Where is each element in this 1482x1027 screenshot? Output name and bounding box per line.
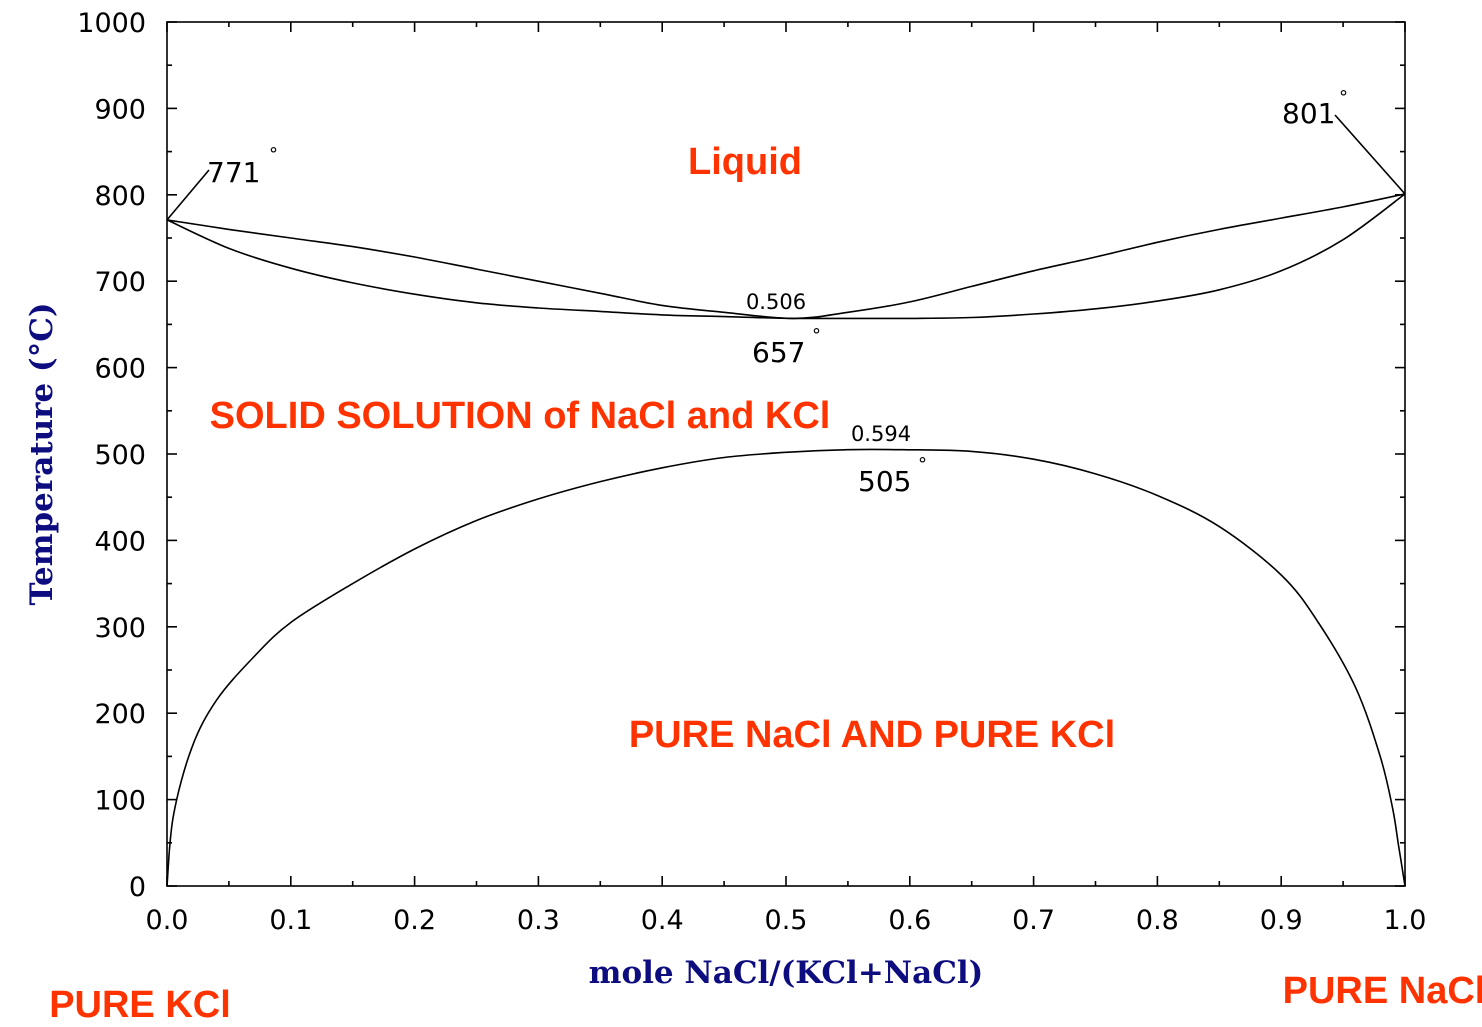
y-tick-label: 700 (94, 267, 146, 298)
x-tick-label: 0.4 (641, 905, 684, 936)
annotation-801-degree: ° (1339, 87, 1348, 108)
solidus-curve (166, 193, 1406, 320)
annotation-505-degree: ° (918, 454, 927, 475)
y-tick-label: 500 (94, 440, 146, 471)
end-label-pure-kcl: PURE KCl (49, 984, 231, 1026)
axis-ticks (166, 21, 1406, 887)
x-tick-label: 0.7 (1012, 905, 1055, 936)
y-tick-label: 600 (94, 354, 146, 385)
y-tick-label: 900 (94, 94, 146, 125)
phase-curves (166, 193, 1406, 887)
y-tick-labels: 0 100 200 300 400 500 600 700 800 900 1000 (77, 8, 146, 903)
y-tick-label: 300 (94, 613, 146, 644)
y-tick-label: 100 (94, 786, 146, 817)
y-tick-label: 800 (94, 181, 146, 212)
x-tick-label: 0.6 (888, 905, 931, 936)
annotation-801: 801 (1282, 97, 1335, 130)
leader-771 (166, 169, 210, 221)
y-tick-label: 400 (94, 526, 146, 557)
x-tick-label: 0.3 (517, 905, 560, 936)
region-label-solid-solution: SOLID SOLUTION of NaCl and KCl (210, 395, 831, 437)
y-tick-label: 1000 (77, 8, 146, 39)
leader-801 (1334, 114, 1406, 195)
annotation-leaders (166, 114, 1406, 221)
y-tick-label: 0 (129, 872, 146, 903)
annotation-657-degree: ° (812, 325, 821, 346)
annotation-657: 657 (752, 336, 805, 369)
region-label-liquid: Liquid (688, 141, 802, 183)
x-axis-label: mole NaCl/(KCl+NaCl) (589, 955, 984, 991)
annotation-771-degree: ° (269, 144, 278, 165)
x-tick-label: 0.0 (146, 905, 189, 936)
x-tick-label: 0.2 (393, 905, 436, 936)
annotation-771: 771 (207, 156, 260, 189)
solvus-curve (166, 448, 1406, 887)
y-axis-label: Temperature (°C) (24, 302, 60, 605)
x-tick-label: 0.9 (1260, 905, 1303, 936)
x-tick-label: 0.1 (269, 905, 312, 936)
annotation-0594: 0.594 (851, 422, 911, 446)
region-label-pure-both: PURE NaCl AND PURE KCl (629, 714, 1115, 756)
x-tick-label: 0.5 (765, 905, 808, 936)
x-tick-labels: 0.0 0.1 0.2 0.3 0.4 0.5 0.6 0.7 0.8 0.9 1.0 (146, 905, 1427, 936)
annotation-505: 505 (858, 465, 911, 498)
x-tick-label: 0.8 (1136, 905, 1179, 936)
end-label-pure-nacl: PURE NaCl (1283, 970, 1482, 1012)
annotation-0506: 0.506 (746, 290, 806, 314)
y-tick-label: 200 (94, 699, 146, 730)
x-tick-label: 1.0 (1384, 905, 1427, 936)
